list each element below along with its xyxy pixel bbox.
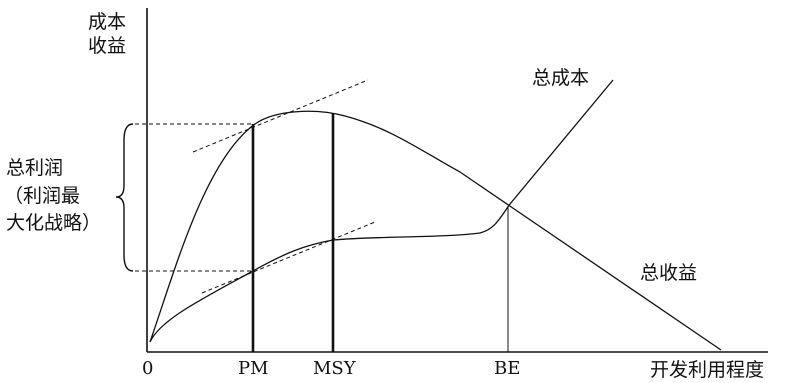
be-label: BE xyxy=(494,358,520,379)
msy-label: MSY xyxy=(313,358,357,379)
total-revenue-label: 总收益 xyxy=(640,262,697,284)
total-cost-curve xyxy=(149,79,614,343)
x-axis-label: 开发利用程度 xyxy=(650,359,764,381)
profit-brace xyxy=(115,123,134,272)
pm-label: PM xyxy=(238,358,269,379)
cost-tangent xyxy=(201,221,376,294)
profit-note-line3: 大化战略） xyxy=(6,212,101,234)
origin-label: 0 xyxy=(142,358,153,379)
y-axis-label-line1: 成本 xyxy=(88,11,126,33)
profit-note-line1: 总利润 xyxy=(6,157,63,179)
total-cost-label: 总成本 xyxy=(532,67,589,89)
profit-note-line2: （利润最 xyxy=(4,185,80,207)
total-revenue-curve xyxy=(149,110,722,351)
revenue-tangent xyxy=(192,79,369,153)
y-axis-label-line2: 收益 xyxy=(88,35,126,57)
